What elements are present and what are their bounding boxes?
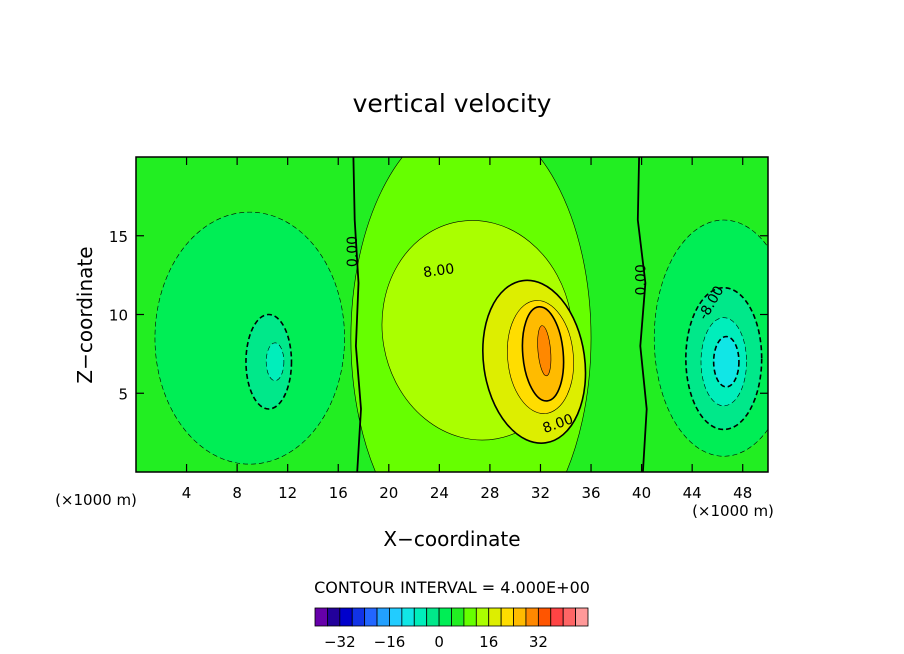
contour-labels: 0.008.008.000.00-8.00 — [345, 236, 727, 437]
colorbar-swatch — [575, 607, 589, 627]
y-axis-label: Z−coordinate — [73, 246, 97, 383]
x-tick-label: 32 — [531, 484, 550, 502]
colorbar-swatch — [525, 607, 539, 627]
x-tick-label: 4 — [182, 484, 192, 502]
colorbar-tick-label: −32 — [324, 633, 356, 651]
x-tick-label: 44 — [683, 484, 702, 502]
colorbar-tick-label: 16 — [479, 633, 498, 651]
colorbar-swatch — [314, 607, 328, 627]
colorbar-swatch — [438, 607, 452, 627]
contour-region — [712, 335, 740, 388]
zero-contour-lines — [352, 157, 648, 472]
y-tick-label: 10 — [109, 307, 128, 325]
x-tick-label: 20 — [379, 484, 398, 502]
contour-label: 0.00 — [345, 236, 361, 267]
y-axis-ticks: 5 10 15 — [109, 228, 768, 403]
x-tick-label: 24 — [430, 484, 449, 502]
colorbar-swatch — [451, 607, 465, 627]
y-tick-label: 15 — [109, 228, 128, 246]
contour-label: 8.00 — [422, 261, 455, 281]
colorbar — [314, 607, 589, 627]
colorbar-swatch — [488, 607, 502, 627]
colorbar-tick-label: 0 — [434, 633, 444, 651]
colorbar-swatch — [351, 607, 366, 627]
colorbar-tick-label: −16 — [374, 633, 406, 651]
x-tick-label: 36 — [581, 484, 600, 502]
colorbar-tick-labels: −32 −16 0 16 32 — [324, 633, 548, 651]
contour-label: 0.00 — [633, 264, 649, 295]
colorbar-swatch — [475, 607, 490, 627]
colorbar-swatch — [339, 607, 353, 627]
colorbar-swatch — [550, 607, 564, 627]
colorbar-swatch — [327, 607, 341, 627]
colorbar-swatch — [537, 607, 552, 627]
colorbar-swatch — [513, 607, 527, 627]
x-axis-label: X−coordinate — [383, 527, 520, 551]
colorbar-tick-label: 32 — [529, 633, 548, 651]
x-tick-label: 16 — [329, 484, 348, 502]
x-unit-left: (×1000 m) — [55, 491, 137, 509]
colorbar-swatch — [426, 607, 440, 627]
x-axis-ticks: 4 8 12 16 20 24 28 32 36 40 44 48 — [182, 157, 752, 502]
contour-fields — [154, 157, 768, 472]
contour-region — [537, 325, 552, 377]
colorbar-swatch — [389, 607, 403, 627]
y-tick-label: 5 — [118, 385, 128, 403]
colorbar-swatch — [376, 607, 390, 627]
x-unit-right: (×1000 m) — [692, 502, 774, 520]
x-tick-label: 8 — [232, 484, 242, 502]
colorbar-swatch — [413, 607, 428, 627]
zero-contour — [352, 157, 362, 472]
colorbar-swatch — [364, 607, 378, 627]
colorbar-swatch — [463, 607, 477, 627]
x-tick-label: 28 — [480, 484, 499, 502]
zero-contour — [636, 157, 648, 472]
x-tick-label: 48 — [733, 484, 752, 502]
colorbar-swatch — [401, 607, 415, 627]
contour-region — [265, 342, 285, 381]
x-tick-label: 40 — [632, 484, 651, 502]
colorbar-swatch — [500, 607, 514, 627]
contour-interval-text: CONTOUR INTERVAL = 4.000E+00 — [314, 578, 590, 597]
chart-title: vertical velocity — [353, 89, 552, 118]
x-tick-label: 12 — [278, 484, 297, 502]
colorbar-swatch — [562, 607, 576, 627]
